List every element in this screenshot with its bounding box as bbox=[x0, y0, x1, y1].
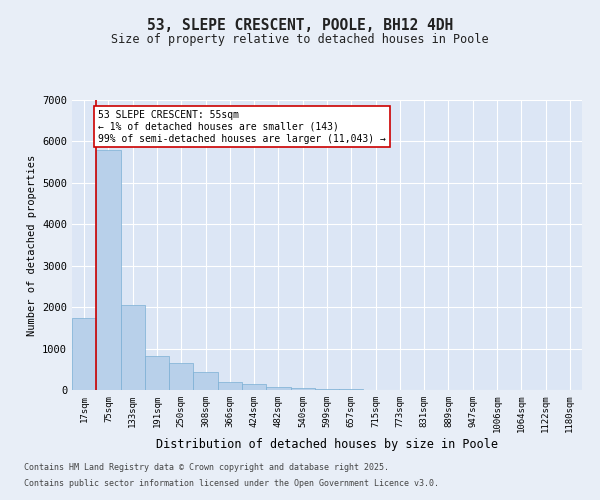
Text: Contains public sector information licensed under the Open Government Licence v3: Contains public sector information licen… bbox=[24, 478, 439, 488]
Text: Size of property relative to detached houses in Poole: Size of property relative to detached ho… bbox=[111, 32, 489, 46]
Bar bbox=[242, 384, 266, 390]
Y-axis label: Number of detached properties: Number of detached properties bbox=[26, 154, 37, 336]
Bar bbox=[96, 150, 121, 390]
Bar bbox=[121, 305, 145, 390]
Bar bbox=[193, 372, 218, 390]
Bar bbox=[145, 356, 169, 390]
Text: Contains HM Land Registry data © Crown copyright and database right 2025.: Contains HM Land Registry data © Crown c… bbox=[24, 464, 389, 472]
Bar bbox=[266, 387, 290, 390]
X-axis label: Distribution of detached houses by size in Poole: Distribution of detached houses by size … bbox=[156, 438, 498, 451]
Bar bbox=[218, 382, 242, 390]
Text: 53, SLEPE CRESCENT, POOLE, BH12 4DH: 53, SLEPE CRESCENT, POOLE, BH12 4DH bbox=[147, 18, 453, 32]
Bar bbox=[169, 363, 193, 390]
Text: 53 SLEPE CRESCENT: 55sqm
← 1% of detached houses are smaller (143)
99% of semi-d: 53 SLEPE CRESCENT: 55sqm ← 1% of detache… bbox=[98, 110, 386, 144]
Bar bbox=[290, 388, 315, 390]
Bar bbox=[72, 318, 96, 390]
Bar bbox=[315, 389, 339, 390]
